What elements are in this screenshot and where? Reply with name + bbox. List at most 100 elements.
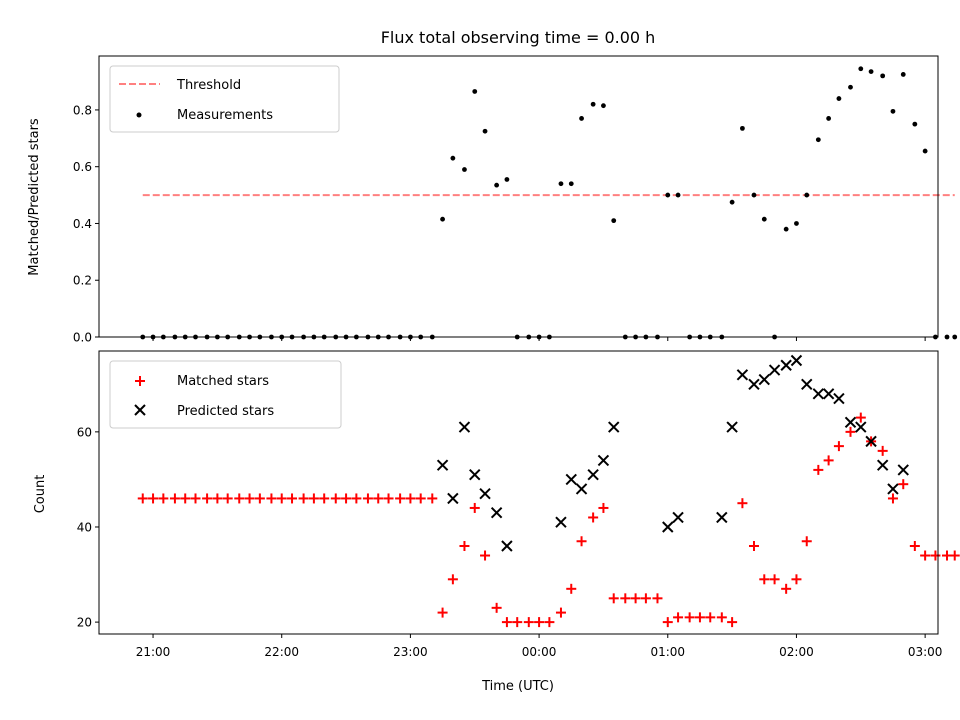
- predicted-star-point: [822, 388, 835, 400]
- matched-star-point: [769, 574, 780, 585]
- measurement-point: [568, 181, 574, 187]
- matched-star-point: [447, 574, 458, 585]
- top-x-ticks: [152, 337, 926, 341]
- matched-stars-points: [137, 412, 960, 628]
- bottom-x-tick-label: 23:00: [393, 645, 428, 659]
- top-y-axis-label: Matched/Predicted stars: [27, 118, 42, 276]
- matched-star-point: [630, 593, 641, 604]
- top-y-tick-label: 0.2: [73, 274, 92, 288]
- matched-star-point: [652, 593, 663, 604]
- matched-star-point: [373, 493, 384, 504]
- measurement-point: [804, 192, 810, 198]
- matched-star-point: [813, 464, 824, 475]
- predicted-star-point: [469, 468, 481, 481]
- measurement-point: [472, 89, 478, 94]
- matched-legend-swatch: [135, 376, 145, 386]
- matched-star-point: [234, 493, 245, 504]
- bottom-x-tick-label: 21:00: [136, 645, 171, 659]
- measurement-point: [494, 182, 500, 188]
- matched-star-point: [727, 617, 738, 628]
- matched-star-point: [351, 493, 362, 504]
- matched-star-point: [920, 550, 931, 561]
- matched-star-point: [276, 493, 287, 504]
- matched-star-point: [898, 479, 909, 490]
- measurement-point: [848, 84, 853, 90]
- bottom-y-axis-label: Count: [33, 475, 48, 514]
- matched-star-point: [909, 541, 920, 552]
- matched-star-point: [202, 493, 213, 504]
- top-y-tick-label: 0.8: [73, 103, 92, 117]
- top-y-ticks: 0.0 0.2 0.4 0.6 0.8: [73, 103, 99, 345]
- matched-star-point: [266, 493, 277, 504]
- matched-star-point: [534, 617, 545, 628]
- matched-star-point: [887, 493, 898, 504]
- measurement-point: [783, 226, 789, 232]
- matched-star-point: [427, 493, 438, 504]
- predicted-star-point: [555, 516, 567, 528]
- matched-star-point: [640, 593, 651, 604]
- predicted-star-point: [736, 369, 749, 381]
- matched-star-point: [684, 612, 695, 623]
- predicted-star-point: [768, 364, 781, 376]
- predicted-star-point: [436, 459, 449, 471]
- matched-star-point: [781, 583, 792, 594]
- matched-star-point: [308, 493, 319, 504]
- predicted-star-point: [490, 507, 503, 519]
- matched-star-point: [480, 550, 491, 561]
- matched-star-point: [459, 541, 470, 552]
- bottom-y-ticks: 20 40 60: [77, 425, 99, 630]
- predicted-star-point: [501, 540, 513, 552]
- matched-star-point: [469, 502, 480, 513]
- measurement-point: [440, 216, 445, 222]
- measurement-point: [868, 69, 874, 75]
- bottom-x-tick-label: 02:00: [779, 645, 814, 659]
- matched-star-point: [716, 612, 727, 623]
- predicted-star-point: [597, 454, 610, 467]
- matched-star-point: [759, 574, 770, 585]
- predicted-star-point: [608, 421, 620, 433]
- predicted-legend-swatch: [134, 404, 146, 416]
- matched-star-point: [588, 512, 599, 523]
- matched-star-point: [287, 493, 298, 504]
- matched-star-point: [341, 493, 352, 504]
- matched-star-point: [383, 493, 394, 504]
- predicted-star-point: [876, 459, 889, 471]
- bottom-axes-frame: [98, 350, 939, 635]
- matched-star-point: [791, 574, 802, 585]
- matched-star-point: [254, 493, 265, 504]
- predicted-star-point: [887, 483, 899, 495]
- top-axes-frame: [98, 55, 939, 338]
- matched-legend-label: Matched stars: [177, 374, 269, 389]
- bottom-x-tick-label: 03:00: [908, 645, 943, 659]
- predicted-star-point: [844, 416, 857, 429]
- measurement-point: [450, 155, 456, 161]
- measurement-point: [858, 66, 864, 72]
- measurement-point: [952, 334, 958, 340]
- predicted-star-point: [575, 483, 588, 495]
- matched-star-point: [395, 493, 406, 504]
- predicted-star-point: [479, 487, 491, 500]
- matched-star-point: [748, 541, 759, 552]
- matched-star-point: [180, 493, 191, 504]
- measurements-legend-swatch: [136, 112, 142, 118]
- measurement-point: [729, 199, 735, 205]
- matched-star-point: [319, 493, 330, 504]
- predicted-star-point: [447, 492, 459, 505]
- matched-star-point: [169, 493, 180, 504]
- measurement-point: [675, 192, 681, 198]
- bottom-legend-box: [109, 360, 342, 429]
- measurement-point: [836, 96, 842, 101]
- matched-star-point: [855, 412, 866, 423]
- measurement-point: [665, 192, 671, 198]
- measurement-point: [900, 72, 906, 77]
- matched-star-point: [362, 493, 373, 504]
- matched-star-point: [298, 493, 309, 504]
- bottom-x-tick-label: 00:00: [522, 645, 557, 659]
- measurement-point: [922, 148, 928, 154]
- bottom-x-tick-label: 22:00: [264, 645, 299, 659]
- matched-star-point: [877, 445, 888, 456]
- matched-star-point: [544, 617, 555, 628]
- predicted-stars-points: [436, 354, 909, 552]
- bottom-y-tick-label: 60: [77, 425, 92, 439]
